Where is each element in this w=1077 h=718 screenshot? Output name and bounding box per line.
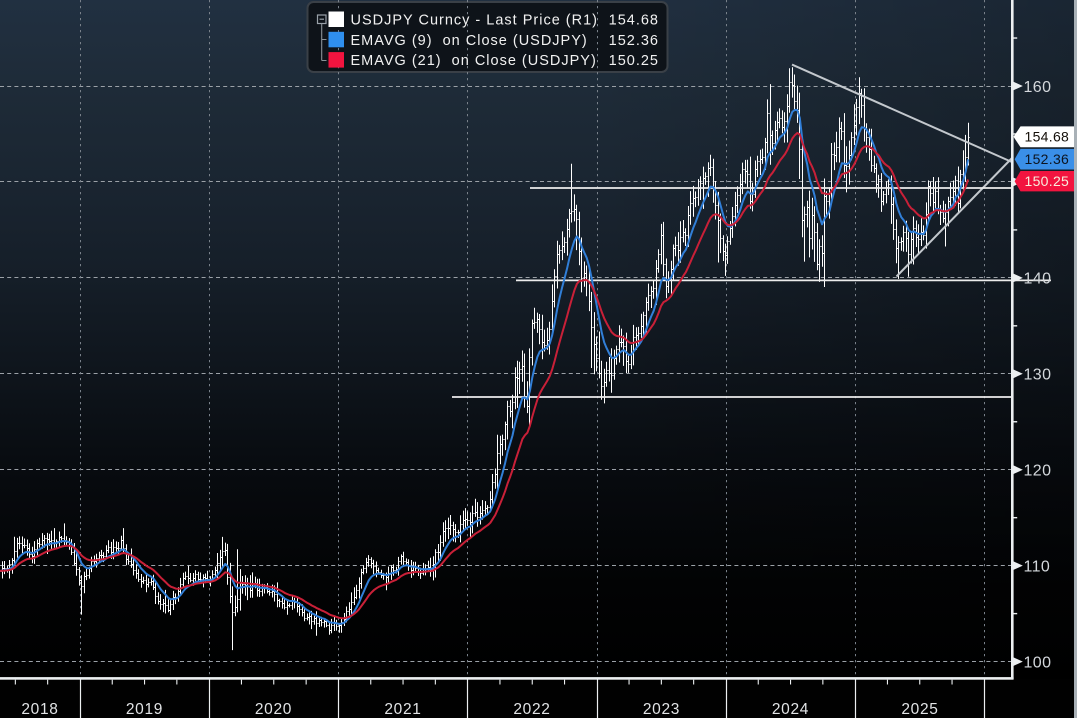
svg-text:2023: 2023 — [643, 701, 680, 718]
svg-text:2019: 2019 — [126, 701, 163, 718]
svg-text:EMAVG (21) on Close (USDJPY): EMAVG (21) on Close (USDJPY) — [351, 53, 597, 69]
svg-text:152.36: 152.36 — [1025, 151, 1070, 167]
svg-text:100: 100 — [1024, 654, 1052, 671]
svg-text:2025: 2025 — [901, 701, 938, 718]
svg-text:2024: 2024 — [772, 701, 809, 718]
svg-text:USDJPY Curncy - Last Price (R1: USDJPY Curncy - Last Price (R1) — [351, 13, 598, 29]
svg-text:EMAVG (9) on Close (USDJPY): EMAVG (9) on Close (USDJPY) — [351, 33, 588, 49]
svg-text:150.25: 150.25 — [1025, 173, 1070, 189]
svg-text:154.68: 154.68 — [609, 13, 659, 29]
svg-text:140: 140 — [1024, 271, 1052, 288]
svg-text:2018: 2018 — [21, 701, 58, 718]
svg-text:130: 130 — [1024, 367, 1052, 384]
svg-text:2021: 2021 — [384, 701, 421, 718]
svg-text:2022: 2022 — [513, 701, 550, 718]
svg-text:160: 160 — [1024, 79, 1052, 96]
svg-text:150.25: 150.25 — [609, 53, 659, 69]
svg-text:110: 110 — [1024, 558, 1051, 575]
svg-text:154.68: 154.68 — [1025, 129, 1070, 145]
svg-text:152.36: 152.36 — [609, 33, 659, 49]
svg-text:2020: 2020 — [255, 701, 292, 718]
svg-text:120: 120 — [1024, 463, 1052, 480]
